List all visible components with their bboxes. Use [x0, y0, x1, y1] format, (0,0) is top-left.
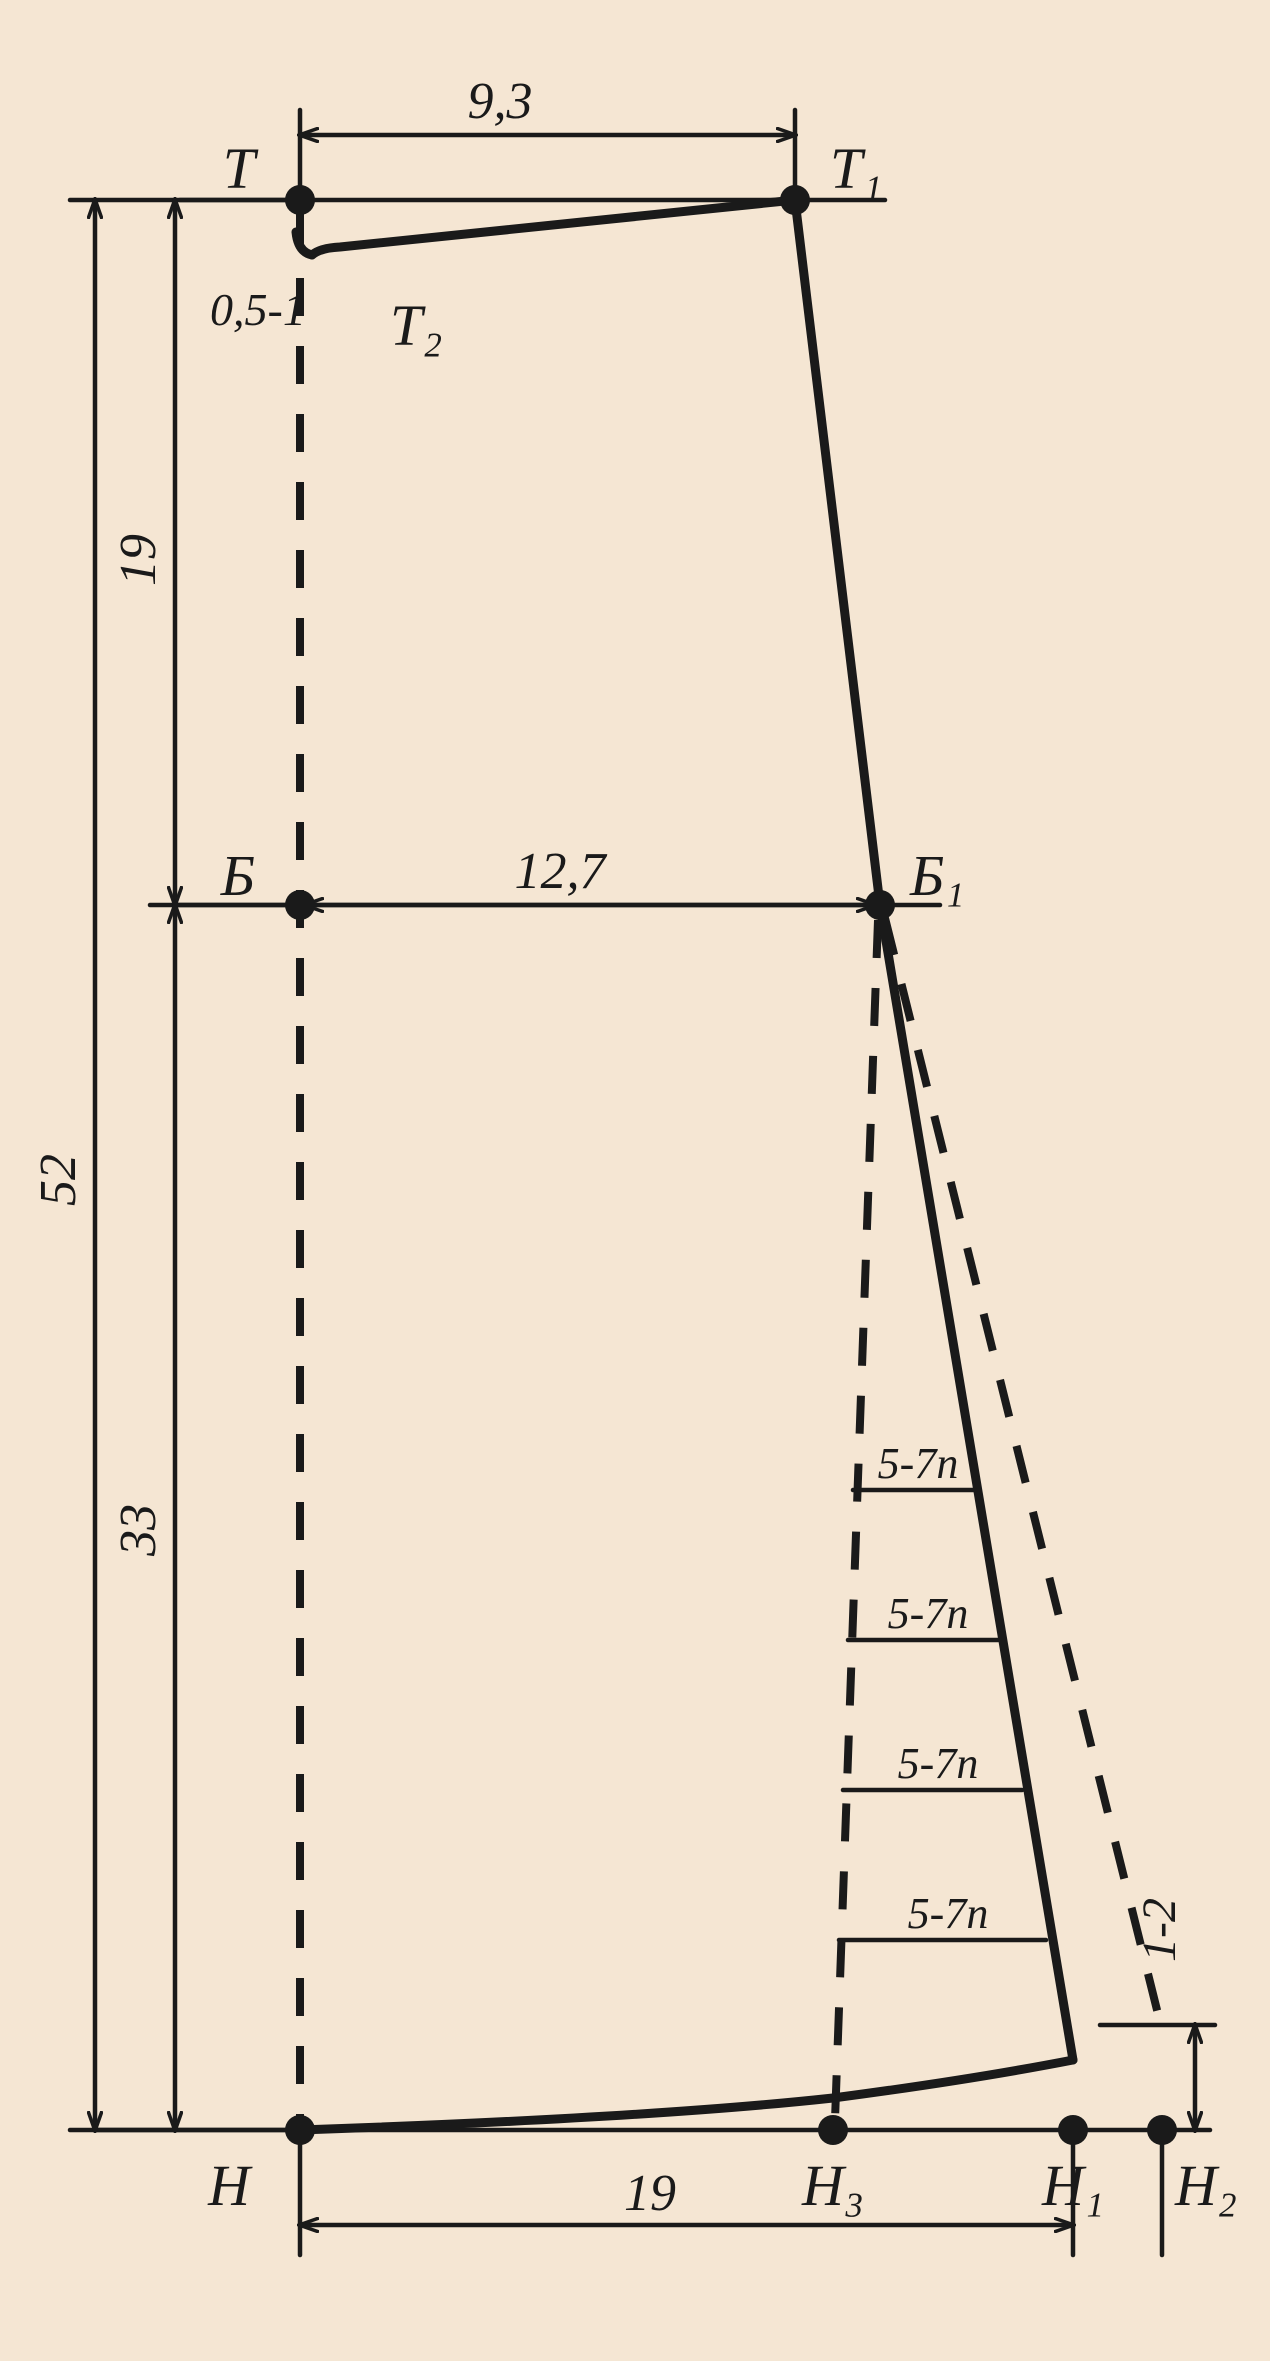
label-05-1: 0,5-1 [210, 284, 306, 335]
dim-HH1-label: 19 [624, 2165, 676, 2222]
dim-TH-label: 52 [30, 1154, 87, 1206]
svg-text:5-7п: 5-7п [878, 1439, 959, 1488]
outline-T1-B1 [795, 200, 880, 905]
dim-TB: 19 [110, 200, 175, 905]
label-H1: Н₁ [1041, 2153, 1104, 2218]
label-T2: Т₂ [390, 293, 442, 358]
dim-BB1: 12,7 [305, 843, 875, 905]
dim-BH: 33 [110, 905, 175, 2130]
pattern-diagram: 9,3 52 19 33 12,7 19 1-2 [0, 0, 1270, 2361]
dim-BB1-label: 12,7 [515, 843, 608, 900]
svg-text:5-7п: 5-7п [888, 1589, 969, 1638]
svg-text:5-7п: 5-7п [898, 1739, 979, 1788]
label-T: Т [223, 136, 259, 201]
label-T1: Т₁ [830, 136, 882, 201]
svg-text:5-7п: 5-7п [908, 1889, 989, 1938]
label-B1: Б₁ [909, 843, 964, 908]
loop-mark-1: 5-7п [853, 1439, 975, 1490]
outline-hem [300, 2060, 1073, 2130]
loop-mark-2: 5-7п [848, 1589, 998, 1640]
node-H [285, 2115, 315, 2145]
node-T1 [780, 185, 810, 215]
node-H1 [1058, 2115, 1088, 2145]
dim-HH1: 19 [300, 2135, 1162, 2255]
label-H: Н [207, 2153, 253, 2218]
dim-TT1: 9,3 [300, 73, 795, 200]
dim-BH-label: 33 [110, 1504, 167, 1557]
label-B: Б [220, 843, 255, 908]
dim-TT1-label: 9,3 [468, 73, 533, 130]
label-H3: Н₃ [801, 2153, 864, 2218]
dim-H1H2: 1-2 [1100, 1898, 1215, 2130]
label-H2: Н₂ [1174, 2153, 1237, 2218]
dim-TB-label: 19 [110, 534, 167, 586]
loop-mark-4: 5-7п [839, 1889, 1046, 1940]
dim-TH: 52 [30, 200, 95, 2130]
node-T [285, 185, 315, 215]
loop-mark-3: 5-7п [843, 1739, 1022, 1790]
outline-waist [312, 200, 795, 255]
node-H3 [818, 2115, 848, 2145]
node-B1 [865, 890, 895, 920]
node-H2 [1147, 2115, 1177, 2145]
node-B [285, 890, 315, 920]
